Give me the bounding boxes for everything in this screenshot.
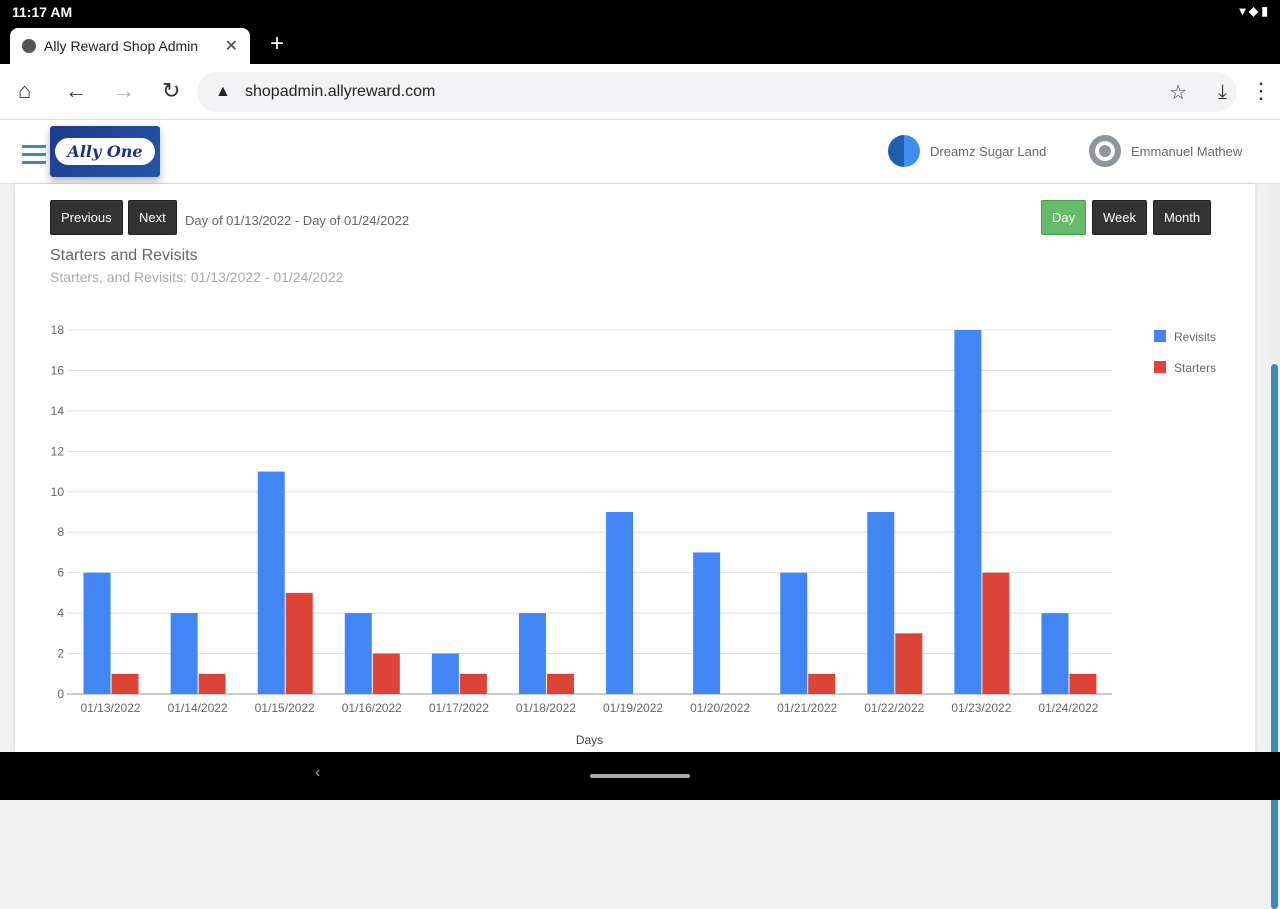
report-card: Previous Next Day of 01/13/2022 - Day of… [15, 184, 1255, 752]
bar-revisits [257, 471, 285, 694]
y-tick-label: 12 [51, 444, 65, 458]
bar-chart: 0 2 4 6 8 10 12 14 16 18 01/13/2022 01/14/2022 01/15… [51, 323, 1216, 747]
status-bar: 11:17 AM ▾ ◆ ▮ [0, 0, 1280, 24]
bar-starters [198, 673, 226, 694]
bar-revisits [83, 572, 111, 694]
next-button[interactable]: Next [128, 200, 177, 235]
new-tab-icon[interactable]: + [270, 30, 285, 57]
bar-revisits [867, 512, 895, 694]
y-tick-label: 10 [51, 485, 65, 499]
month-button[interactable]: Month [1153, 200, 1212, 235]
logo-text: Ally One [55, 138, 155, 165]
x-tick-label: 01/20/2022 [690, 701, 750, 715]
store-name: Dreamz Sugar Land [930, 143, 1047, 159]
store-icon [888, 135, 920, 167]
bar-starters [808, 673, 836, 694]
bar-starters [546, 673, 574, 694]
tab-title: Ally Reward Shop Admin [44, 38, 199, 54]
chart-title: Starters and Revisits [50, 247, 198, 264]
x-tick-label: 01/21/2022 [777, 701, 837, 715]
warning-icon: ▲ [215, 83, 231, 100]
bookmark-star-icon[interactable]: ☆ [1169, 81, 1187, 104]
back-nav-icon[interactable]: ‹ [315, 764, 321, 781]
bar-revisits [606, 512, 634, 694]
x-tick-label: 01/17/2022 [429, 701, 489, 715]
scrollbar[interactable] [1269, 184, 1280, 909]
close-tab-icon[interactable]: ✕ [224, 38, 238, 55]
home-nav-handle[interactable] [590, 774, 690, 778]
bar-revisits [518, 613, 546, 694]
x-tick-label: 01/14/2022 [168, 701, 228, 715]
reload-icon[interactable]: ↻ [162, 78, 181, 103]
android-nav-bar: ‹ [0, 752, 1280, 800]
bar-revisits [431, 653, 459, 694]
x-axis-label: Days [576, 733, 603, 747]
x-tick-label: 01/15/2022 [255, 701, 315, 715]
hamburger-menu-icon[interactable] [22, 145, 46, 169]
user-menu[interactable]: Emmanuel Mathew [1089, 135, 1242, 167]
y-tick-label: 16 [51, 363, 65, 377]
status-icons: ▾ ◆ ▮ [1239, 4, 1268, 18]
bar-revisits [170, 613, 198, 694]
bar-starters [895, 633, 923, 694]
forward-icon[interactable]: → [113, 78, 135, 103]
bar-revisits [780, 572, 808, 694]
x-tick-label: 01/23/2022 [951, 701, 1011, 715]
logo[interactable]: Ally One [50, 126, 160, 177]
store-selector[interactable]: Dreamz Sugar Land [888, 135, 1046, 167]
date-range: Day of 01/13/2022 - Day of 01/24/2022 [185, 213, 410, 228]
x-tick-label: 01/22/2022 [864, 701, 924, 715]
url-bar[interactable]: ▲ shopadmin.allyreward.com ☆ ⤓ [197, 72, 1237, 112]
browser-tab[interactable]: Ally Reward Shop Admin ✕ [10, 28, 250, 64]
bar-starters [459, 673, 487, 694]
x-tick-label: 01/13/2022 [81, 701, 141, 715]
bar-starters [372, 653, 400, 694]
week-button[interactable]: Week [1092, 200, 1147, 235]
legend-label: Starters [1174, 361, 1216, 375]
clock: 11:17 AM [12, 4, 73, 20]
bar-starters [285, 592, 313, 694]
menu-icon[interactable]: ⋮ [1250, 78, 1272, 103]
bar-revisits [954, 330, 982, 694]
bar-starters [982, 572, 1010, 694]
day-button[interactable]: Day [1041, 200, 1087, 235]
download-icon[interactable]: ⤓ [1218, 80, 1227, 103]
home-icon[interactable]: ⌂ [18, 78, 32, 103]
y-tick-label: 0 [57, 687, 64, 701]
x-tick-label: 01/18/2022 [516, 701, 576, 715]
bar-revisits [693, 552, 721, 694]
y-tick-label: 6 [57, 566, 64, 580]
bar-revisits [1041, 613, 1069, 694]
x-tick-label: 01/19/2022 [603, 701, 663, 715]
y-tick-label: 18 [51, 323, 65, 337]
globe-icon [22, 39, 36, 53]
legend-swatch [1154, 361, 1166, 373]
avatar [1089, 135, 1121, 167]
url-text: shopadmin.allyreward.com [245, 83, 436, 100]
y-tick-label: 2 [57, 647, 64, 661]
x-tick-label: 01/16/2022 [342, 701, 402, 715]
user-name: Emmanuel Mathew [1131, 143, 1243, 159]
legend-label: Revisits [1174, 330, 1216, 344]
address-bar-row: ⌂ ← → ↻ ▲ shopadmin.allyreward.com ☆ ⤓ ⋮ [0, 64, 1280, 120]
y-tick-label: 8 [57, 525, 64, 539]
y-tick-label: 4 [57, 606, 64, 620]
bar-starters [1069, 673, 1097, 694]
bar-revisits [344, 613, 372, 694]
back-icon[interactable]: ← [65, 78, 87, 103]
chart-subtitle: Starters, and Revisits: 01/13/2022 - 01/… [50, 269, 344, 285]
app-header: Ally One Dreamz Sugar Land Emmanuel Math… [0, 120, 1280, 184]
bar-starters [111, 673, 139, 694]
legend-swatch [1154, 330, 1166, 342]
x-tick-label: 01/24/2022 [1038, 701, 1098, 715]
y-tick-label: 14 [51, 404, 65, 418]
previous-button[interactable]: Previous [50, 200, 123, 235]
tab-bar: Ally Reward Shop Admin ✕ + [0, 24, 1280, 64]
